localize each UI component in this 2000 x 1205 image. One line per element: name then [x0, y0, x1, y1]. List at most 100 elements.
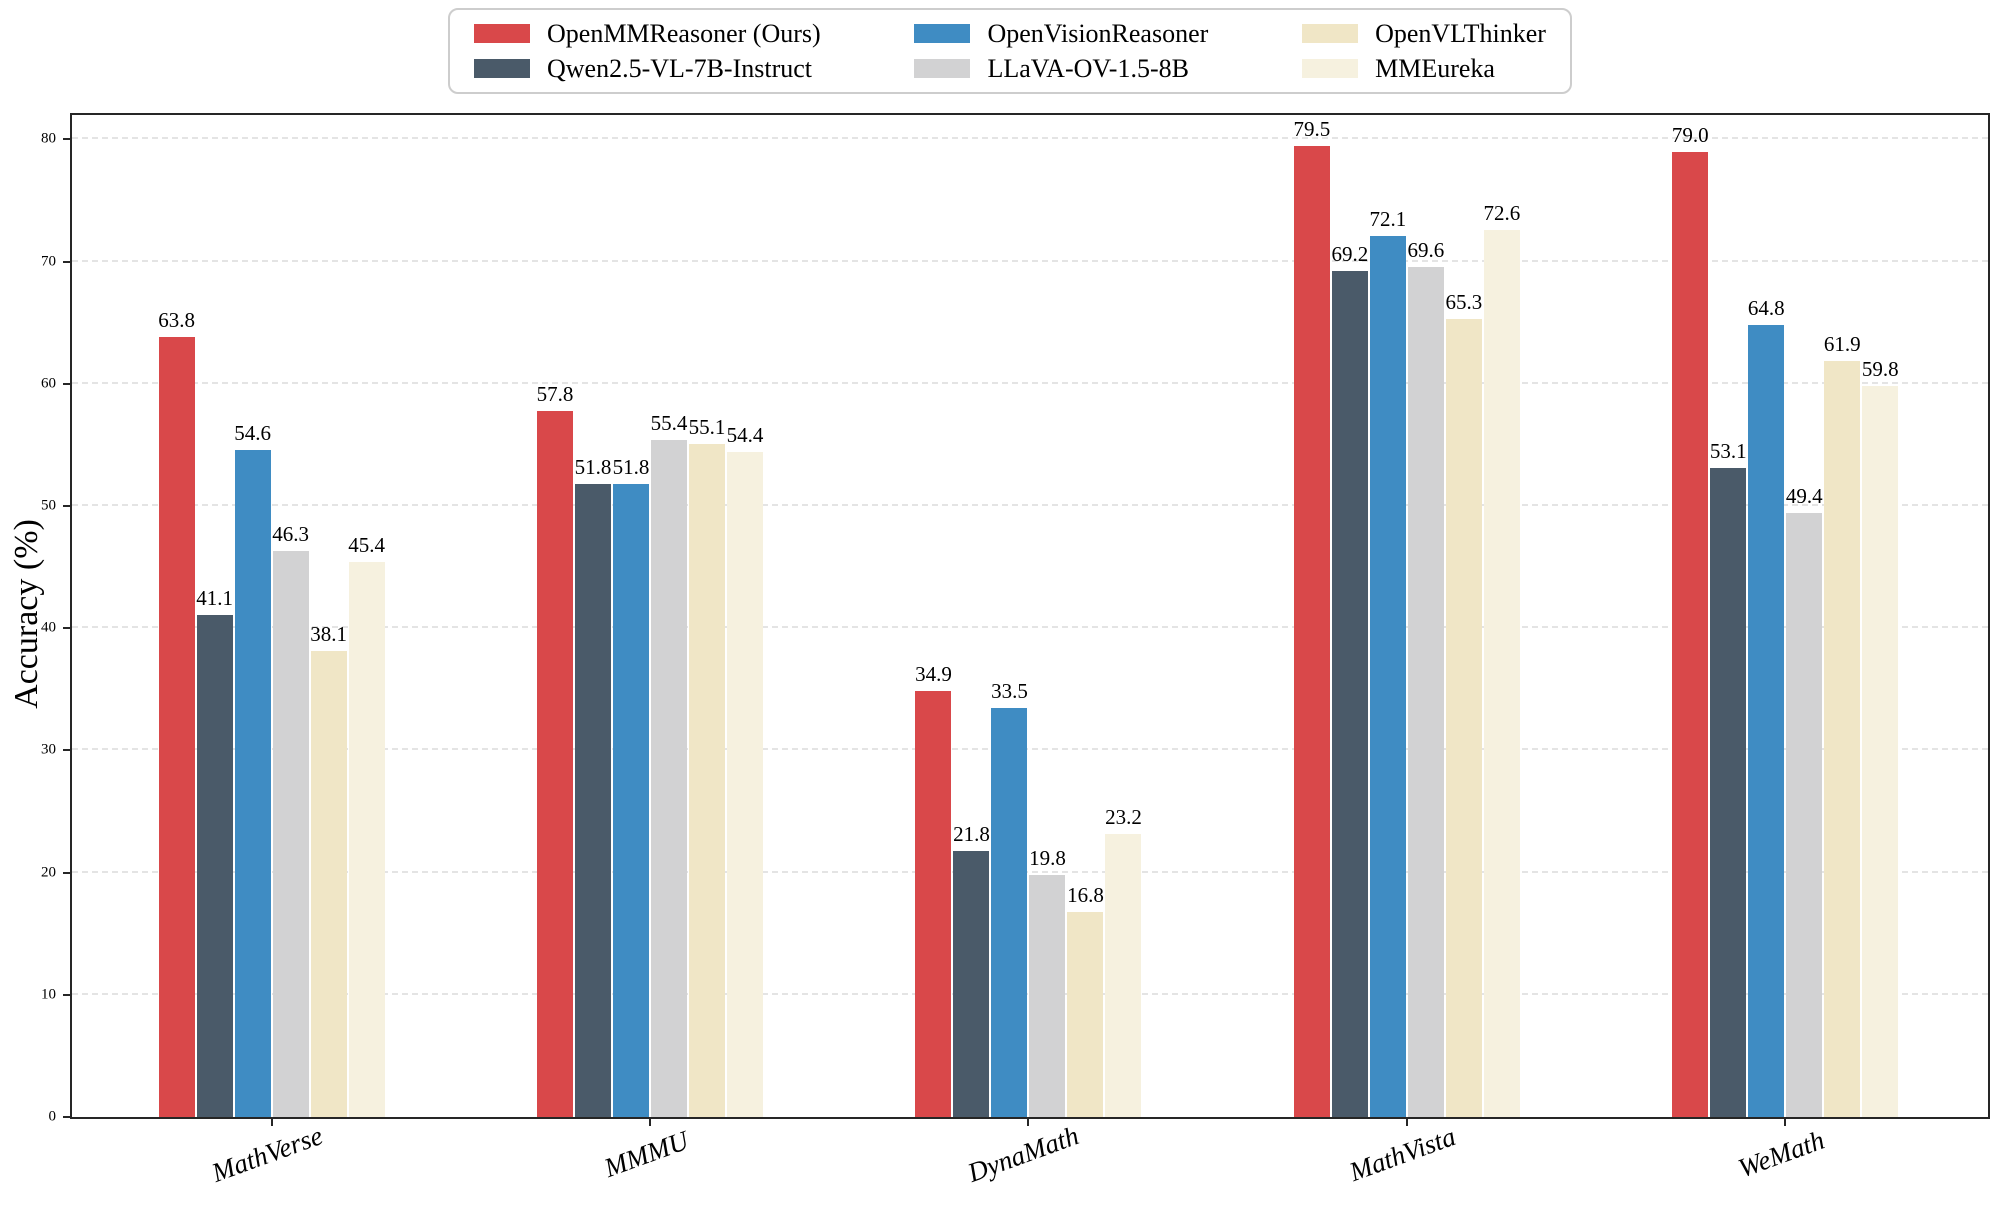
y-tick-label-70: 70	[41, 253, 56, 270]
gridline-y-30	[72, 748, 1988, 751]
legend-swatch-icon	[1302, 59, 1359, 78]
legend-swatch-icon	[1302, 24, 1359, 43]
bar-wemath-llava-ov-1-5-8b: 49.4	[1786, 486, 1823, 1117]
y-tick-mark-0	[63, 1116, 72, 1118]
legend-item-qwen2-5-vl-7b-instruct: Qwen2.5-VL-7B-Instruct	[474, 55, 821, 82]
x-tick-label-mathvista: MathVista	[1345, 1121, 1460, 1188]
bar-group-mmmu: 57.8 51.8 51.8 55.4 55.1 54.4	[537, 115, 763, 1117]
bar-mmmu-qwen2-5-vl-7b-instruct: 51.8	[575, 457, 611, 1117]
bar-value-label: 54.6	[234, 420, 272, 445]
legend-item-openvisionreasoner: OpenVisionReasoner	[914, 20, 1208, 47]
legend-swatch-icon	[914, 24, 971, 43]
gridline-y-60	[72, 381, 1988, 384]
bar-mathvista-mmeureka: 72.6	[1484, 202, 1520, 1117]
legend-item-mmeureka: MMEureka	[1302, 55, 1546, 82]
bar-value-label: 19.8	[1029, 846, 1066, 871]
bar-value-label: 69.2	[1331, 242, 1369, 267]
bar-value-label: 72.6	[1483, 200, 1521, 225]
legend-column-3: OpenVLThinker MMEureka	[1302, 20, 1546, 82]
x-tick-label-wemath: WeMath	[1734, 1124, 1829, 1184]
bar-value-label: 61.9	[1823, 331, 1861, 356]
bar-wemath-openvlthinker: 61.9	[1824, 333, 1861, 1117]
y-tick-mark-20	[63, 871, 72, 874]
bar-value-label: 51.8	[612, 455, 650, 480]
legend-swatch-icon	[474, 59, 530, 78]
bar-mmmu-mmeureka: 54.4	[727, 425, 763, 1117]
bar-group-wemath: 79.0 53.1 64.8 49.4 61.9 59.8	[1672, 115, 1899, 1117]
bar-wemath-qwen2-5-vl-7b-instruct: 53.1	[1710, 441, 1747, 1117]
gridline-y-50	[72, 504, 1988, 507]
gridline-y-80	[72, 137, 1988, 140]
y-tick-mark-10	[63, 993, 72, 996]
bar-value-label: 55.4	[650, 411, 688, 436]
legend-label: OpenMMReasoner (Ours)	[547, 19, 821, 48]
legend-column-1: OpenMMReasoner (Ours) Qwen2.5-VL-7B-Instr…	[474, 20, 821, 82]
y-tick-label-40: 40	[41, 619, 56, 636]
bar-value-label: 33.5	[991, 678, 1028, 703]
legend-label: OpenVisionReasoner	[987, 19, 1209, 48]
bar-dynamath-openmmreasoner-ours: 34.9	[915, 663, 952, 1117]
bar-mmmu-openmmreasoner-ours: 57.8	[537, 383, 573, 1117]
bar-value-label: 54.4	[726, 423, 764, 448]
y-tick-mark-60	[63, 382, 72, 385]
y-tick-mark-50	[63, 505, 72, 508]
bar-wemath-mmeureka: 59.8	[1862, 359, 1899, 1117]
y-tick-mark-70	[63, 260, 72, 263]
bar-wemath-openvisionreasoner: 64.8	[1748, 298, 1785, 1117]
chart-legend: OpenMMReasoner (Ours) Qwen2.5-VL-7B-Instr…	[448, 8, 1572, 94]
gridline-y-70	[72, 259, 1988, 262]
y-tick-mark-80	[63, 138, 72, 141]
bar-value-label: 63.8	[158, 308, 196, 333]
bar-mathvista-openmmreasoner-ours: 79.5	[1294, 118, 1330, 1117]
bar-mathverse-openvlthinker: 38.1	[310, 624, 347, 1117]
legend-item-openmmreasoner-ours: OpenMMReasoner (Ours)	[474, 20, 821, 47]
bar-value-label: 34.9	[915, 661, 952, 686]
bar-value-label: 72.1	[1369, 206, 1407, 231]
x-tick-mark-dynamath	[1027, 1117, 1030, 1126]
bar-mathvista-openvisionreasoner: 72.1	[1370, 208, 1406, 1117]
bar-value-label: 23.2	[1105, 804, 1142, 829]
bar-value-label: 55.1	[688, 414, 726, 439]
y-tick-mark-30	[63, 749, 72, 752]
y-tick-label-30: 30	[41, 741, 56, 758]
bar-value-label: 46.3	[272, 522, 310, 547]
bar-value-label: 57.8	[536, 381, 574, 406]
bar-mmmu-openvisionreasoner: 51.8	[613, 457, 649, 1117]
bar-mathvista-openvlthinker: 65.3	[1446, 292, 1482, 1117]
y-axis-title: Accuracy (%)	[8, 519, 45, 709]
x-tick-mark-wemath	[1784, 1117, 1787, 1126]
bar-value-label: 38.1	[310, 622, 348, 647]
bar-value-label: 45.4	[348, 533, 386, 558]
bar-value-label: 69.6	[1407, 237, 1445, 262]
y-tick-label-20: 20	[41, 864, 56, 881]
bar-mmmu-openvlthinker: 55.1	[689, 416, 725, 1117]
y-tick-label-60: 60	[41, 375, 56, 392]
x-tick-label-mmmu: MMMU	[600, 1125, 693, 1184]
bar-group-mathvista: 79.5 69.2 72.1 69.6 65.3 72.6	[1294, 115, 1520, 1117]
bar-dynamath-openvisionreasoner: 33.5	[991, 680, 1028, 1117]
x-tick-label-dynamath: DynaMath	[964, 1120, 1084, 1188]
bar-value-label: 79.5	[1293, 116, 1331, 141]
legend-column-2: OpenVisionReasoner LLaVA-OV-1.5-8B	[914, 20, 1208, 82]
bar-mathverse-openvisionreasoner: 54.6	[234, 422, 271, 1117]
bar-value-label: 21.8	[953, 821, 990, 846]
bar-mathverse-llava-ov-1-5-8b: 46.3	[272, 524, 309, 1117]
legend-label: MMEureka	[1375, 54, 1495, 83]
y-tick-label-0: 0	[48, 1108, 57, 1125]
y-tick-label-50: 50	[41, 497, 56, 514]
bar-group-mathverse: 63.8 41.1 54.6 46.3 38.1 45.4	[158, 115, 386, 1117]
legend-item-llava-ov-1-5-8b: LLaVA-OV-1.5-8B	[914, 55, 1208, 82]
bar-value-label: 53.1	[1709, 439, 1747, 464]
legend-swatch-icon	[474, 24, 530, 43]
bar-wemath-openmmreasoner-ours: 79.0	[1672, 124, 1709, 1117]
bar-value-label: 49.4	[1785, 484, 1823, 509]
legend-swatch-icon	[914, 59, 971, 78]
legend-item-openvlthinker: OpenVLThinker	[1302, 20, 1546, 47]
y-tick-mark-40	[63, 627, 72, 630]
legend-label: OpenVLThinker	[1375, 19, 1546, 48]
x-tick-mark-mathverse	[270, 1117, 273, 1126]
bar-mathverse-qwen2-5-vl-7b-instruct: 41.1	[196, 587, 233, 1117]
bar-value-label: 79.0	[1671, 122, 1709, 147]
plot-area: 0 10 20 30 40 50 60 70 80 MathVerse 63.8 41.1 54.6 46…	[41, 113, 1990, 1188]
